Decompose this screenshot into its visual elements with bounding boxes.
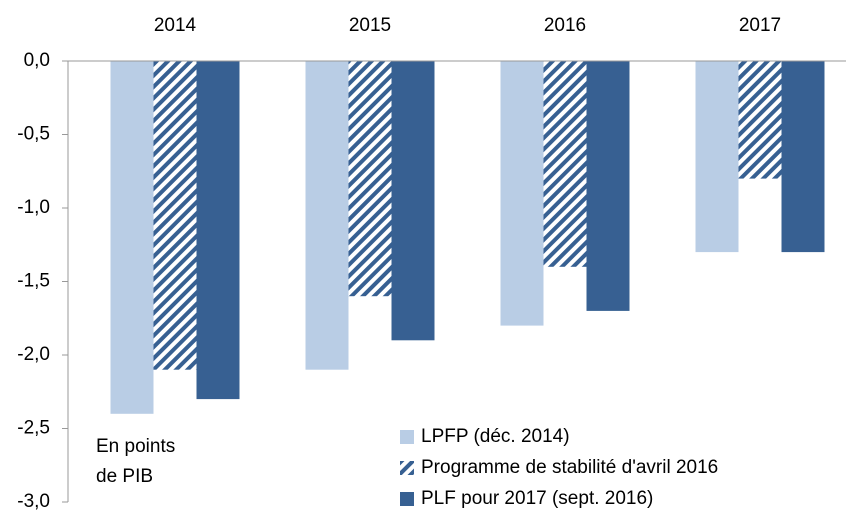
legend-label: PLF pour 2017 (sept. 2016) [421, 488, 653, 509]
bar [196, 61, 240, 400]
bar [348, 61, 392, 297]
bar [153, 61, 197, 370]
y-tick-label: -1,0 [17, 197, 50, 218]
y-tick-label: -2,0 [17, 344, 50, 365]
bar [586, 61, 630, 311]
annotation: de PIB [96, 466, 153, 487]
legend-label: LPFP (déc. 2014) [421, 426, 570, 447]
y-tick-label: -3,0 [17, 491, 50, 512]
y-tick-label: -2,5 [17, 418, 50, 439]
x-tick-label: 2014 [154, 15, 197, 36]
legend-label: Programme de stabilité d'avril 2016 [421, 457, 718, 478]
bar [391, 61, 435, 341]
legend-swatch [400, 461, 414, 475]
bar [738, 61, 782, 179]
bar [695, 61, 739, 253]
bar [543, 61, 587, 267]
x-tick-label: 2017 [739, 15, 781, 36]
legend-swatch [400, 492, 414, 506]
legend-swatch [400, 430, 414, 444]
bar [500, 61, 544, 326]
y-tick-label: -0,5 [17, 124, 50, 145]
bar [781, 61, 825, 253]
bar [110, 61, 154, 414]
y-tick-label: 0,0 [24, 50, 50, 71]
x-tick-label: 2016 [544, 15, 586, 36]
x-tick-label: 2015 [349, 15, 391, 36]
y-tick-label: -1,5 [17, 271, 50, 292]
annotation: En points [96, 436, 175, 457]
bar [305, 61, 349, 370]
